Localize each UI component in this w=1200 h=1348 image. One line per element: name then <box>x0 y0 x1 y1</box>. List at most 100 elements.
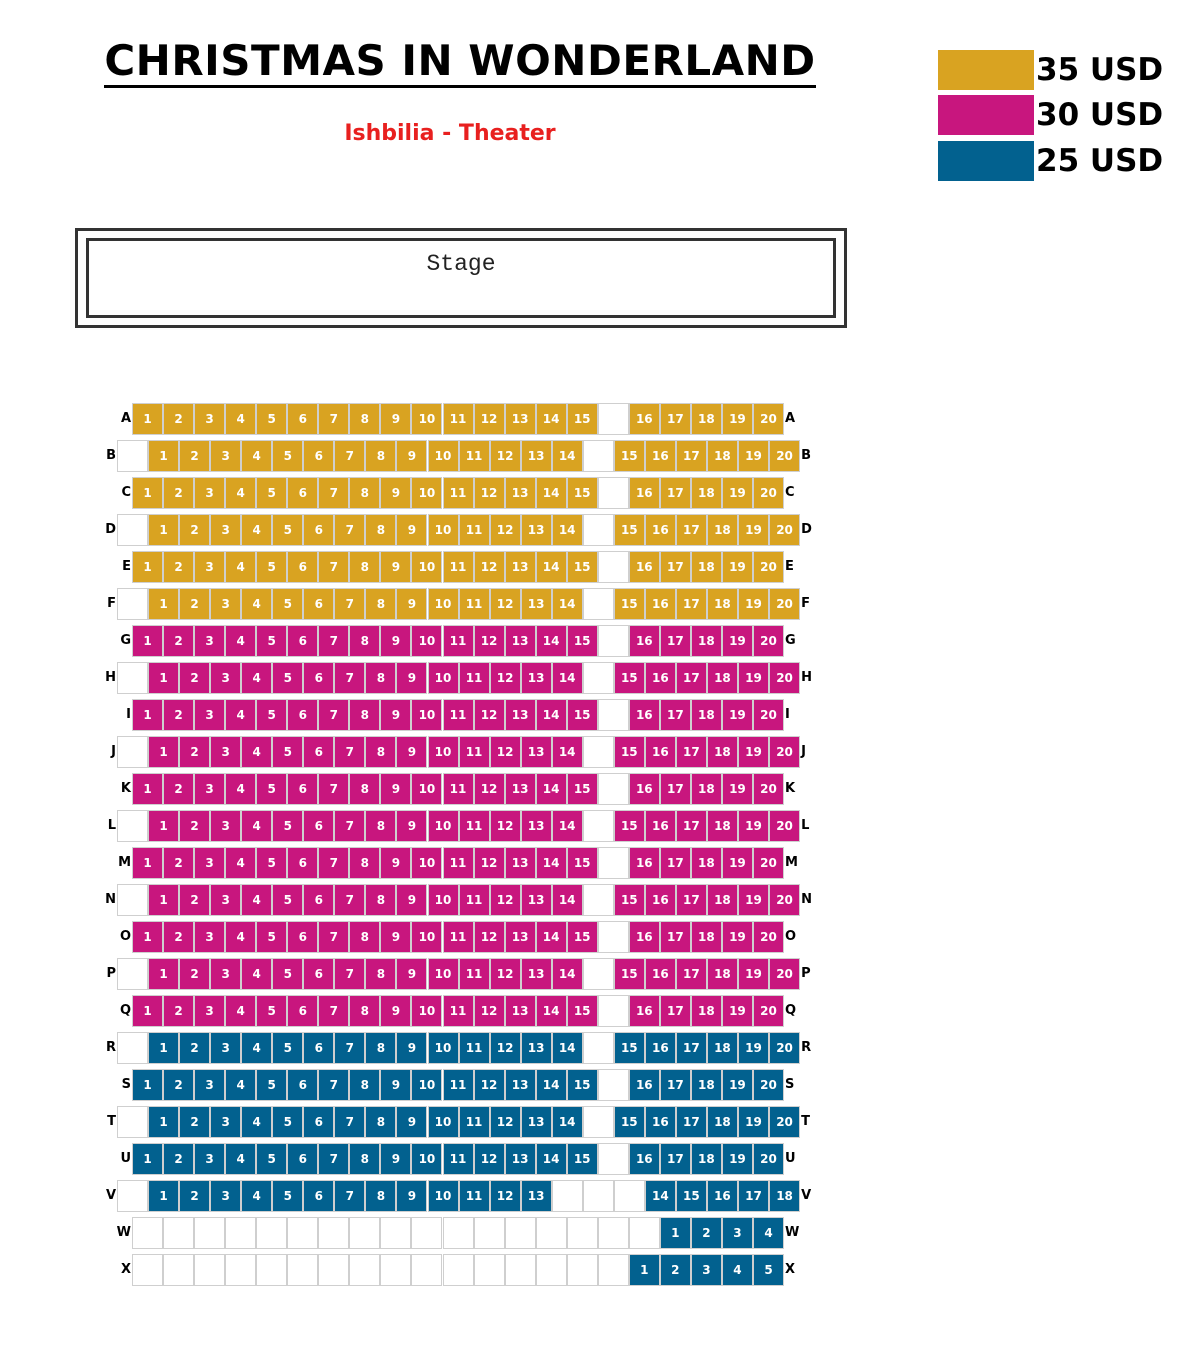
seat-N9[interactable]: 9 <box>396 884 428 916</box>
seat-H17[interactable]: 17 <box>675 662 707 694</box>
seat-R11[interactable]: 11 <box>458 1032 490 1064</box>
seat-K14[interactable]: 14 <box>535 773 567 805</box>
seat-X1[interactable]: 1 <box>628 1254 660 1286</box>
seat-C16[interactable]: 16 <box>628 477 660 509</box>
seat-U14[interactable]: 14 <box>535 1143 567 1175</box>
seat-H11[interactable]: 11 <box>458 662 490 694</box>
seat-X4[interactable]: 4 <box>721 1254 753 1286</box>
seat-S8[interactable]: 8 <box>349 1069 381 1101</box>
seat-K15[interactable]: 15 <box>566 773 598 805</box>
seat-R17[interactable]: 17 <box>675 1032 707 1064</box>
seat-N17[interactable]: 17 <box>675 884 707 916</box>
seat-M6[interactable]: 6 <box>287 847 319 879</box>
seat-B4[interactable]: 4 <box>241 440 273 472</box>
seat-K11[interactable]: 11 <box>442 773 474 805</box>
seat-L18[interactable]: 18 <box>706 810 738 842</box>
seat-K2[interactable]: 2 <box>163 773 195 805</box>
seat-C3[interactable]: 3 <box>194 477 226 509</box>
seat-N11[interactable]: 11 <box>458 884 490 916</box>
seat-H7[interactable]: 7 <box>334 662 366 694</box>
seat-F12[interactable]: 12 <box>489 588 521 620</box>
seat-P3[interactable]: 3 <box>210 958 242 990</box>
seat-F19[interactable]: 19 <box>738 588 769 620</box>
seat-M2[interactable]: 2 <box>163 847 195 879</box>
seat-R20[interactable]: 20 <box>769 1032 801 1064</box>
seat-I1[interactable]: 1 <box>132 699 163 731</box>
seat-M17[interactable]: 17 <box>659 847 691 879</box>
seat-U1[interactable]: 1 <box>132 1143 163 1175</box>
seat-I14[interactable]: 14 <box>535 699 567 731</box>
seat-L3[interactable]: 3 <box>210 810 242 842</box>
seat-P10[interactable]: 10 <box>427 958 459 990</box>
seat-F9[interactable]: 9 <box>396 588 428 620</box>
seat-U5[interactable]: 5 <box>256 1143 288 1175</box>
seat-B16[interactable]: 16 <box>644 440 676 472</box>
seat-K7[interactable]: 7 <box>318 773 350 805</box>
seat-I20[interactable]: 20 <box>753 699 784 731</box>
seat-H12[interactable]: 12 <box>489 662 521 694</box>
seat-P4[interactable]: 4 <box>241 958 273 990</box>
seat-I11[interactable]: 11 <box>442 699 474 731</box>
seat-O9[interactable]: 9 <box>380 921 412 953</box>
seat-V9[interactable]: 9 <box>396 1180 428 1212</box>
seat-D2[interactable]: 2 <box>179 514 211 546</box>
seat-P13[interactable]: 13 <box>520 958 552 990</box>
seat-L6[interactable]: 6 <box>303 810 335 842</box>
seat-G8[interactable]: 8 <box>349 625 381 657</box>
seat-S14[interactable]: 14 <box>535 1069 567 1101</box>
seat-U7[interactable]: 7 <box>318 1143 350 1175</box>
seat-O17[interactable]: 17 <box>659 921 691 953</box>
seat-V8[interactable]: 8 <box>365 1180 397 1212</box>
seat-M5[interactable]: 5 <box>256 847 288 879</box>
seat-W3[interactable]: 3 <box>721 1217 753 1249</box>
seat-G16[interactable]: 16 <box>628 625 660 657</box>
seat-J2[interactable]: 2 <box>179 736 211 768</box>
seat-R5[interactable]: 5 <box>272 1032 304 1064</box>
seat-O5[interactable]: 5 <box>256 921 288 953</box>
seat-I7[interactable]: 7 <box>318 699 350 731</box>
seat-A18[interactable]: 18 <box>690 403 722 435</box>
seat-R7[interactable]: 7 <box>334 1032 366 1064</box>
seat-F15[interactable]: 15 <box>613 588 645 620</box>
seat-C19[interactable]: 19 <box>721 477 753 509</box>
seat-X2[interactable]: 2 <box>659 1254 691 1286</box>
seat-O18[interactable]: 18 <box>690 921 722 953</box>
seat-M3[interactable]: 3 <box>194 847 226 879</box>
seat-O1[interactable]: 1 <box>132 921 163 953</box>
seat-I2[interactable]: 2 <box>163 699 195 731</box>
seat-R10[interactable]: 10 <box>427 1032 459 1064</box>
seat-V18[interactable]: 18 <box>769 1180 801 1212</box>
seat-O20[interactable]: 20 <box>753 921 784 953</box>
seat-N13[interactable]: 13 <box>520 884 552 916</box>
seat-F20[interactable]: 20 <box>769 588 801 620</box>
seat-U13[interactable]: 13 <box>504 1143 536 1175</box>
seat-J12[interactable]: 12 <box>489 736 521 768</box>
seat-E12[interactable]: 12 <box>473 551 505 583</box>
seat-E20[interactable]: 20 <box>753 551 784 583</box>
seat-Q20[interactable]: 20 <box>753 995 784 1027</box>
seat-O14[interactable]: 14 <box>535 921 567 953</box>
seat-L9[interactable]: 9 <box>396 810 428 842</box>
seat-C13[interactable]: 13 <box>504 477 536 509</box>
seat-C12[interactable]: 12 <box>473 477 505 509</box>
seat-D8[interactable]: 8 <box>365 514 397 546</box>
seat-I19[interactable]: 19 <box>721 699 753 731</box>
seat-H5[interactable]: 5 <box>272 662 304 694</box>
seat-E11[interactable]: 11 <box>442 551 474 583</box>
seat-O13[interactable]: 13 <box>504 921 536 953</box>
seat-L5[interactable]: 5 <box>272 810 304 842</box>
seat-J4[interactable]: 4 <box>241 736 273 768</box>
seat-G13[interactable]: 13 <box>504 625 536 657</box>
seat-I17[interactable]: 17 <box>659 699 691 731</box>
seat-C4[interactable]: 4 <box>225 477 257 509</box>
seat-J8[interactable]: 8 <box>365 736 397 768</box>
seat-D11[interactable]: 11 <box>458 514 490 546</box>
seat-L12[interactable]: 12 <box>489 810 521 842</box>
seat-C18[interactable]: 18 <box>690 477 722 509</box>
seat-E10[interactable]: 10 <box>411 551 443 583</box>
seat-R15[interactable]: 15 <box>613 1032 645 1064</box>
seat-O16[interactable]: 16 <box>628 921 660 953</box>
seat-F1[interactable]: 1 <box>148 588 180 620</box>
seat-I8[interactable]: 8 <box>349 699 381 731</box>
seat-P17[interactable]: 17 <box>675 958 707 990</box>
